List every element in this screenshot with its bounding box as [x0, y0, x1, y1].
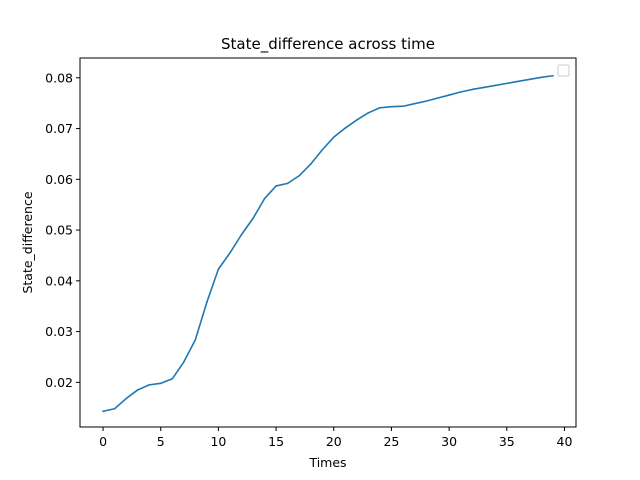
- x-axis-label: Times: [308, 455, 346, 470]
- data-point: [471, 88, 473, 91]
- data-point: [113, 407, 116, 410]
- x-tick-label: 5: [157, 434, 165, 449]
- data-point: [552, 74, 554, 77]
- data-point: [402, 105, 404, 108]
- data-point: [448, 94, 450, 96]
- data-point: [252, 217, 254, 220]
- x-tick-label: 40: [557, 434, 573, 449]
- data-point: [344, 127, 347, 129]
- x-tick-label: 25: [383, 434, 399, 449]
- data-point: [263, 197, 266, 200]
- data-point: [183, 361, 185, 363]
- data-point: [171, 377, 174, 380]
- data-point: [425, 100, 427, 102]
- data-point: [159, 382, 162, 385]
- data-point: [436, 97, 439, 99]
- x-tick-label: 10: [210, 434, 226, 449]
- y-tick-label: 0.07: [45, 121, 73, 136]
- y-ticks: 0.02 0.03 0.04 0.05 0.06 0.07 0.08: [45, 70, 80, 390]
- x-tick-label: 0: [99, 434, 107, 449]
- data-point: [494, 84, 497, 87]
- data-point: [390, 105, 393, 108]
- chart-title: State_difference across time: [221, 35, 435, 54]
- x-tick-label: 15: [268, 434, 284, 449]
- y-tick-label: 0.05: [45, 223, 73, 238]
- y-tick-label: 0.02: [45, 375, 73, 390]
- data-point: [194, 338, 197, 341]
- data-point: [229, 252, 231, 254]
- plot-series: [102, 74, 554, 413]
- legend-box: [557, 64, 570, 77]
- data-point: [529, 78, 531, 81]
- y-tick-label: 0.04: [45, 273, 73, 288]
- data-point: [125, 397, 127, 400]
- data-point: [505, 82, 508, 85]
- data-point: [321, 149, 324, 151]
- x-ticks: 0 5 10 15 20 25 30 35 40: [99, 427, 572, 449]
- data-point: [482, 86, 485, 89]
- series-line: [102, 74, 554, 413]
- x-tick-label: 35: [499, 434, 515, 449]
- data-point: [206, 301, 208, 303]
- data-point: [275, 185, 277, 187]
- data-point: [102, 410, 104, 413]
- x-tick-label: 30: [441, 434, 457, 449]
- data-point: [217, 268, 220, 270]
- data-point: [517, 80, 520, 83]
- data-point: [148, 384, 151, 386]
- data-point: [309, 163, 312, 165]
- data-point: [413, 102, 416, 105]
- data-point: [136, 389, 139, 391]
- y-tick-label: 0.08: [45, 70, 73, 85]
- data-point: [298, 174, 300, 177]
- data-point: [356, 119, 358, 121]
- y-axis-label: State_difference: [20, 191, 35, 293]
- y-tick-label: 0.03: [45, 324, 73, 339]
- x-tick-label: 20: [326, 434, 342, 449]
- data-point: [540, 76, 543, 79]
- data-point: [332, 136, 335, 138]
- data-point: [240, 233, 243, 236]
- data-point: [459, 91, 462, 93]
- data-point: [379, 106, 381, 109]
- data-point: [286, 182, 289, 185]
- data-point: [367, 112, 370, 114]
- plot-frame: [79, 57, 577, 428]
- y-tick-label: 0.06: [45, 172, 73, 187]
